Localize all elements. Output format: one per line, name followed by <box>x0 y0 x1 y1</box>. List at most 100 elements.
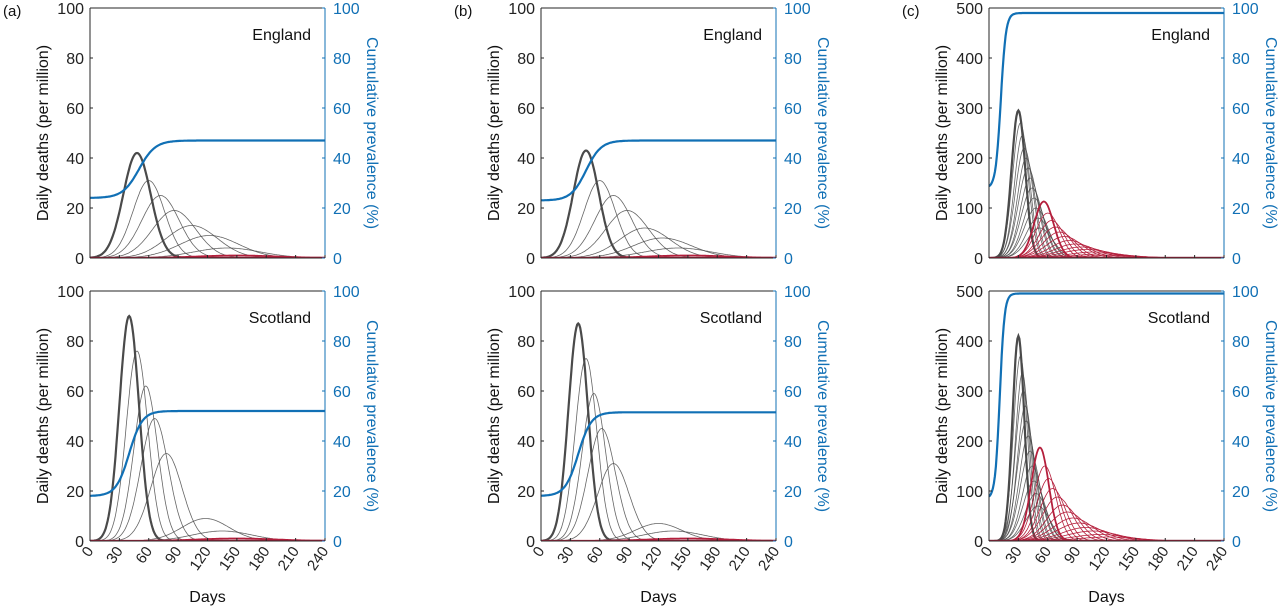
death-series-red-3 <box>989 220 1224 258</box>
panel-a-scotland: 0 20 40 60 80 100 0 20 40 60 80 100 0 30 60 90 120 150 180… <box>35 284 380 606</box>
cumulative-prevalence-line <box>541 139 776 202</box>
death-series-black-8 <box>989 450 1224 541</box>
death-series-black-8 <box>989 187 1224 258</box>
death-series-black-10 <box>989 480 1224 541</box>
left-tick-label: 20 <box>66 201 84 218</box>
left-tick-label: 0 <box>974 251 983 268</box>
death-series-black-9 <box>989 465 1224 541</box>
death-series-black-5 <box>541 227 776 258</box>
region-label: England <box>1151 27 1210 44</box>
right-tick-label: 0 <box>1232 251 1241 268</box>
right-tick-label: 80 <box>1232 51 1250 68</box>
x-tick-label: 60 <box>133 544 156 567</box>
right-tick-label: 0 <box>784 534 793 551</box>
x-tick-label: 180 <box>696 544 724 574</box>
curves <box>541 139 776 258</box>
x-tick-label: 0 <box>978 544 997 561</box>
left-tick-label: 0 <box>75 251 84 268</box>
cumulative-prevalence-line <box>541 411 776 497</box>
right-tick-label: 40 <box>333 434 351 451</box>
death-series-black-1 <box>541 321 776 541</box>
death-series-black-12 <box>989 505 1224 541</box>
left-tick-label: 300 <box>956 384 983 401</box>
left-tick-label: 80 <box>66 51 84 68</box>
panel-label: (b) <box>454 3 472 20</box>
right-tick-label: 0 <box>333 251 342 268</box>
right-tick-label: 20 <box>1232 201 1250 218</box>
left-y-axis-title: Daily deaths (per million) <box>35 45 52 221</box>
death-series-black-6 <box>989 167 1224 258</box>
left-tick-label: 40 <box>66 151 84 168</box>
right-tick-label: 100 <box>1232 284 1259 301</box>
death-series-black-5 <box>989 405 1224 541</box>
left-tick-label: 80 <box>66 334 84 351</box>
x-tick-label: 240 <box>304 544 332 574</box>
death-series-red-8 <box>989 517 1224 541</box>
left-tick-label: 20 <box>517 484 535 501</box>
x-tick-label: 210 <box>275 544 303 574</box>
left-tick-label: 100 <box>508 1 535 18</box>
left-tick-label: 40 <box>517 151 535 168</box>
left-tick-label: 400 <box>956 51 983 68</box>
region-label: England <box>252 27 311 44</box>
right-tick-label: 40 <box>784 151 802 168</box>
x-tick-label: 210 <box>726 544 754 574</box>
left-tick-label: 40 <box>66 434 84 451</box>
x-tick-label: 210 <box>1174 544 1202 574</box>
left-tick-label: 80 <box>517 334 535 351</box>
death-series-black-5 <box>989 157 1224 258</box>
death-series-black-1 <box>90 314 325 541</box>
right-tick-label: 0 <box>333 534 342 551</box>
x-axis-title: Days <box>640 589 676 606</box>
panel-c-england: 0 100 200 300 400 500 0 20 40 60 80 100 England Daily… <box>902 1 1279 268</box>
death-series-black-3 <box>541 195 776 258</box>
death-series-black-3 <box>90 195 325 258</box>
left-tick-label: 500 <box>956 284 983 301</box>
x-axis-title: Days <box>1088 589 1124 606</box>
death-series-black-6 <box>90 518 325 541</box>
region-label: Scotland <box>700 310 762 327</box>
death-series-black-6 <box>989 420 1224 541</box>
death-series-red-1 <box>989 446 1224 541</box>
death-series-black-1 <box>541 149 776 258</box>
death-series-black-4 <box>989 147 1224 258</box>
right-tick-label: 0 <box>784 251 793 268</box>
region-label: England <box>703 27 762 44</box>
right-y-axis-title: Cumulative prevalence (%) <box>363 320 380 512</box>
cumulative-prevalence-line <box>90 139 325 199</box>
left-tick-label: 400 <box>956 334 983 351</box>
left-tick-label: 20 <box>517 201 535 218</box>
x-tick-label: 120 <box>186 544 214 574</box>
x-tick-label: 30 <box>1002 544 1025 567</box>
left-y-axis-title: Daily deaths (per million) <box>934 45 951 221</box>
left-tick-label: 60 <box>517 384 535 401</box>
death-series-black-5 <box>541 463 776 541</box>
left-tick-label: 80 <box>517 51 535 68</box>
right-tick-label: 60 <box>333 101 351 118</box>
right-y-axis-title: Cumulative prevalence (%) <box>363 37 380 229</box>
x-tick-label: 0 <box>530 544 549 561</box>
left-tick-label: 100 <box>508 284 535 301</box>
right-tick-label: 40 <box>1232 151 1250 168</box>
x-tick-label: 180 <box>1144 544 1172 574</box>
x-tick-label: 120 <box>637 544 665 574</box>
left-tick-label: 60 <box>66 384 84 401</box>
right-tick-label: 40 <box>784 434 802 451</box>
x-tick-label: 150 <box>667 544 695 574</box>
right-tick-label: 100 <box>333 1 360 18</box>
left-tick-label: 100 <box>956 201 983 218</box>
region-label: Scotland <box>1148 310 1210 327</box>
right-tick-label: 80 <box>1232 334 1250 351</box>
curves <box>989 292 1224 541</box>
x-tick-label: 30 <box>103 544 126 567</box>
death-series-black-7 <box>989 435 1224 541</box>
curves <box>989 11 1224 258</box>
death-series-red-2 <box>989 212 1224 258</box>
right-tick-label: 20 <box>784 484 802 501</box>
death-series-black-2 <box>90 180 325 258</box>
x-tick-label: 90 <box>162 544 185 567</box>
death-series-black-4 <box>90 210 325 258</box>
right-tick-label: 100 <box>784 284 811 301</box>
curves <box>90 139 325 258</box>
